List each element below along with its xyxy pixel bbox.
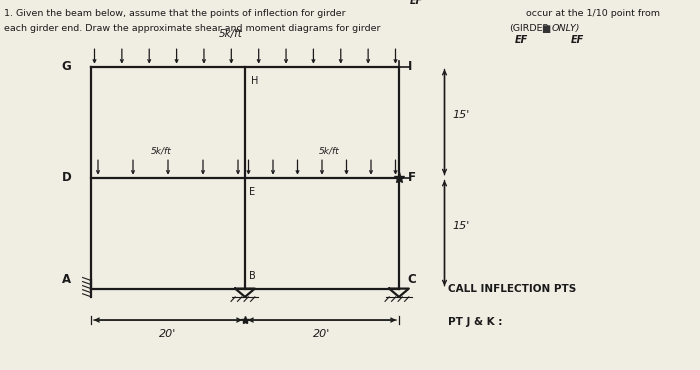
- Text: 5k/ft: 5k/ft: [318, 147, 340, 155]
- Text: C: C: [407, 273, 416, 286]
- Text: EF: EF: [514, 35, 528, 45]
- Text: occur at the 1/10 point from: occur at the 1/10 point from: [526, 9, 660, 18]
- Text: G: G: [62, 60, 71, 73]
- Text: EF: EF: [570, 35, 584, 45]
- Text: ONLY): ONLY): [552, 24, 580, 33]
- Text: 5k/ft: 5k/ft: [219, 29, 243, 39]
- Text: I: I: [407, 60, 412, 73]
- Text: 15': 15': [453, 110, 470, 120]
- Text: (GIRDER: (GIRDER: [510, 24, 550, 33]
- Text: B: B: [249, 271, 256, 281]
- Text: 15': 15': [453, 221, 470, 231]
- Text: ■: ■: [541, 24, 550, 34]
- Text: CALL INFLECTION PTS: CALL INFLECTION PTS: [448, 283, 576, 294]
- Text: each girder end. Draw the approximate shear and moment diagrams for girder: each girder end. Draw the approximate sh…: [4, 24, 380, 33]
- Text: 1. Given the beam below, assume that the points of inflection for girder: 1. Given the beam below, assume that the…: [4, 9, 345, 18]
- Text: F: F: [407, 171, 415, 184]
- Text: 5k/ft: 5k/ft: [150, 147, 172, 155]
- Text: D: D: [62, 171, 71, 184]
- Text: EF: EF: [410, 0, 423, 6]
- Text: 20': 20': [314, 329, 330, 339]
- Text: 20': 20': [160, 329, 176, 339]
- Text: E: E: [249, 187, 256, 197]
- Text: PT J & K :: PT J & K :: [448, 317, 503, 327]
- Text: H: H: [251, 76, 258, 86]
- Text: A: A: [62, 273, 71, 286]
